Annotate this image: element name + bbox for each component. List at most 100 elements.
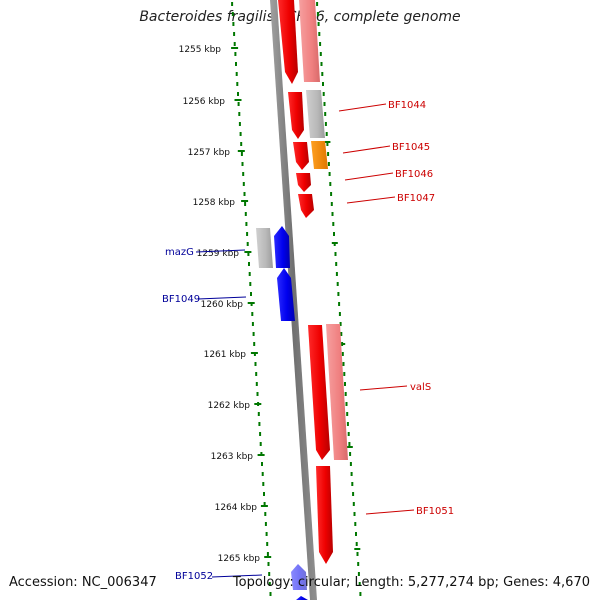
tick-label: 1262 kbp (208, 401, 251, 411)
tick-dot (238, 122, 241, 126)
tick-dot (243, 192, 246, 196)
gene-label-bf1045[interactable]: BF1045 (392, 142, 430, 153)
tick-dot (259, 442, 262, 446)
tick-dot (323, 102, 326, 106)
tick-dot (253, 342, 256, 346)
major-tick (331, 242, 338, 244)
tick-dot (322, 92, 325, 96)
tick-dot (349, 462, 352, 466)
tick-dot (329, 182, 332, 186)
tick-dot (242, 172, 245, 176)
tick-dot (246, 242, 249, 246)
gene-label-bf1047[interactable]: BF1047 (397, 193, 435, 204)
major-tick (234, 99, 242, 101)
tick-dot (351, 482, 354, 486)
gene-arrow[interactable] (296, 596, 308, 600)
major-tick (354, 548, 361, 550)
cog-block (311, 141, 328, 169)
gene-arrow[interactable] (288, 92, 304, 139)
tick-dot (320, 62, 323, 66)
tick-label: 1260 kbp (201, 300, 244, 310)
major-tick (260, 505, 268, 507)
tick-dot (245, 222, 248, 226)
tick-dot (334, 252, 337, 256)
tick-dot (261, 472, 264, 476)
tick-dot (268, 572, 271, 576)
tick-dot (318, 32, 321, 36)
major-tick (324, 141, 331, 143)
major-tick (346, 446, 353, 448)
gene-labels: BF1044 BF1045 BF1046 BF1047 mazG BF1049 … (162, 100, 454, 582)
tick-dot (251, 312, 254, 316)
tick-dot (252, 332, 255, 336)
gene-label-vals[interactable]: valS (410, 382, 431, 393)
tick-label: 1263 kbp (211, 452, 254, 462)
tick-dot (235, 72, 238, 76)
major-tick (241, 200, 249, 202)
gene-label-bf1049[interactable]: BF1049 (162, 294, 200, 305)
cog-block (306, 90, 325, 138)
gene-arrow[interactable] (274, 226, 290, 268)
tick-dot (266, 552, 269, 556)
gene-arrow[interactable] (291, 564, 307, 590)
gene-arrow[interactable] (308, 325, 330, 460)
major-tick (254, 403, 262, 405)
tick-label: 1256 kbp (183, 97, 226, 107)
genome-backbone (270, 0, 317, 600)
tick-dot (237, 92, 239, 96)
tick-dot (327, 162, 330, 166)
tick-dot (358, 582, 361, 586)
gene-arrow[interactable] (278, 0, 298, 84)
cog-track-reverse (256, 228, 273, 268)
gene-arrow[interactable] (277, 268, 295, 321)
tick-dot (238, 112, 241, 116)
tick-dot (235, 62, 237, 66)
gene-arrow[interactable] (298, 194, 314, 218)
tick-dot (242, 182, 245, 186)
tick-dot (348, 442, 351, 446)
tick-dot (349, 452, 352, 456)
tick-dot (344, 392, 347, 396)
gene-arrow[interactable] (293, 142, 309, 170)
gene-label-mazg[interactable]: mazG (165, 247, 194, 258)
tick-dot (240, 152, 243, 156)
tick-dot (322, 82, 324, 86)
tick-dot (236, 82, 239, 86)
tick-dot (340, 332, 343, 336)
tick-dot (248, 262, 250, 266)
tick-dot (269, 592, 272, 596)
tick-dot (335, 272, 338, 276)
gene-label-bf1046[interactable]: BF1046 (395, 169, 433, 180)
tick-dot (246, 232, 249, 236)
tick-dot (233, 32, 236, 36)
tick-dot (346, 412, 349, 416)
tick-label: 1264 kbp (215, 503, 258, 513)
gene-label-bf1051[interactable]: BF1051 (416, 506, 454, 517)
tick-dot (325, 132, 328, 136)
gene-label-bf1044[interactable]: BF1044 (388, 100, 426, 111)
tick-dot (255, 382, 258, 386)
genome-stats-text: Topology: circular; Length: 5,277,274 bp… (232, 575, 590, 590)
tick-dot (352, 492, 355, 496)
tick-dot (337, 292, 340, 296)
tick-dot (247, 252, 250, 256)
tick-dot (332, 222, 335, 226)
tick-dot (233, 42, 236, 46)
tick-dot (355, 532, 357, 536)
tick-dot (326, 142, 329, 146)
tick-dot (357, 572, 360, 576)
tick-dot (259, 432, 262, 436)
gene-arrow[interactable] (316, 466, 333, 564)
tick-dot (331, 212, 334, 216)
tick-dot (327, 152, 330, 156)
tick-dot (330, 192, 333, 196)
gene-arrow[interactable] (296, 173, 311, 192)
major-tick (237, 150, 245, 152)
tick-dot (328, 172, 331, 176)
tick-dot (266, 542, 269, 546)
tick-label: 1265 kbp (218, 554, 261, 564)
gene-label-bf1052[interactable]: BF1052 (175, 571, 213, 582)
tick-dot (339, 322, 342, 326)
tick-dot (333, 232, 335, 236)
tick-dot (239, 132, 242, 136)
